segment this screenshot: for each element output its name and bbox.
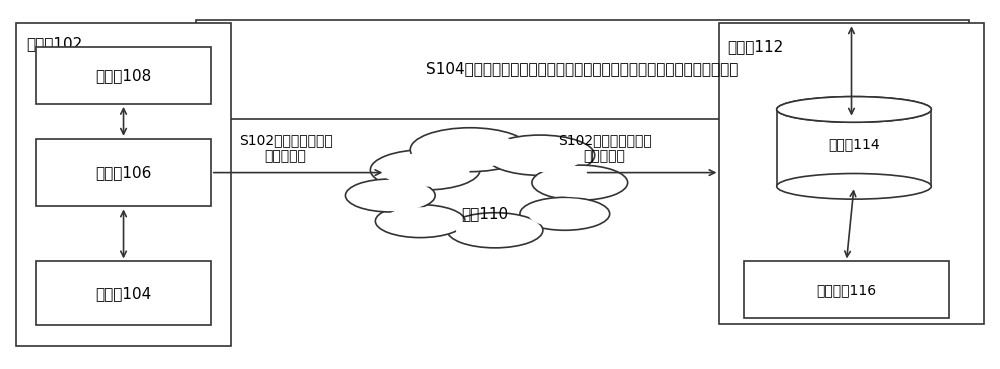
Ellipse shape [777,97,931,122]
Bar [196,20,969,118]
Ellipse shape [370,150,480,190]
Ellipse shape [457,216,533,244]
Text: 网络110: 网络110 [461,206,509,221]
Bar [36,139,211,207]
Text: 存储器104: 存储器104 [95,286,152,301]
Ellipse shape [422,132,518,167]
Ellipse shape [447,213,543,248]
Ellipse shape [485,135,595,175]
Bar [777,110,931,186]
Text: 处理引擎116: 处理引擎116 [816,283,877,297]
Text: 处理器106: 处理器106 [95,165,152,180]
Ellipse shape [777,97,931,122]
Ellipse shape [532,165,628,200]
Bar [719,23,984,324]
Ellipse shape [779,97,929,121]
Ellipse shape [541,169,618,197]
Bar [16,23,231,346]
Text: S102，发送电量数据
和反馈信号: S102，发送电量数据 和反馈信号 [558,133,652,163]
Ellipse shape [381,154,469,186]
Ellipse shape [529,201,601,227]
Text: 洗碗机102: 洗碗机102 [26,36,83,51]
Text: S104，根据电量数据和反馈信号，确定测电模块和电控制器件的故障情况: S104，根据电量数据和反馈信号，确定测电模块和电控制器件的故障情况 [426,62,738,77]
Ellipse shape [384,208,456,234]
Ellipse shape [345,179,435,212]
Ellipse shape [520,197,610,230]
Ellipse shape [410,128,530,172]
Text: 数据库114: 数据库114 [828,137,880,151]
Bar [36,261,211,325]
Ellipse shape [496,139,584,171]
Text: S102，发送电量数据
和反馈信号: S102，发送电量数据 和反馈信号 [239,133,332,163]
Bar [744,261,949,318]
Text: 服务器112: 服务器112 [727,39,784,55]
Text: 显示器108: 显示器108 [95,68,152,83]
Ellipse shape [354,182,426,209]
Bar [36,47,211,104]
Ellipse shape [777,173,931,199]
Ellipse shape [375,205,465,238]
